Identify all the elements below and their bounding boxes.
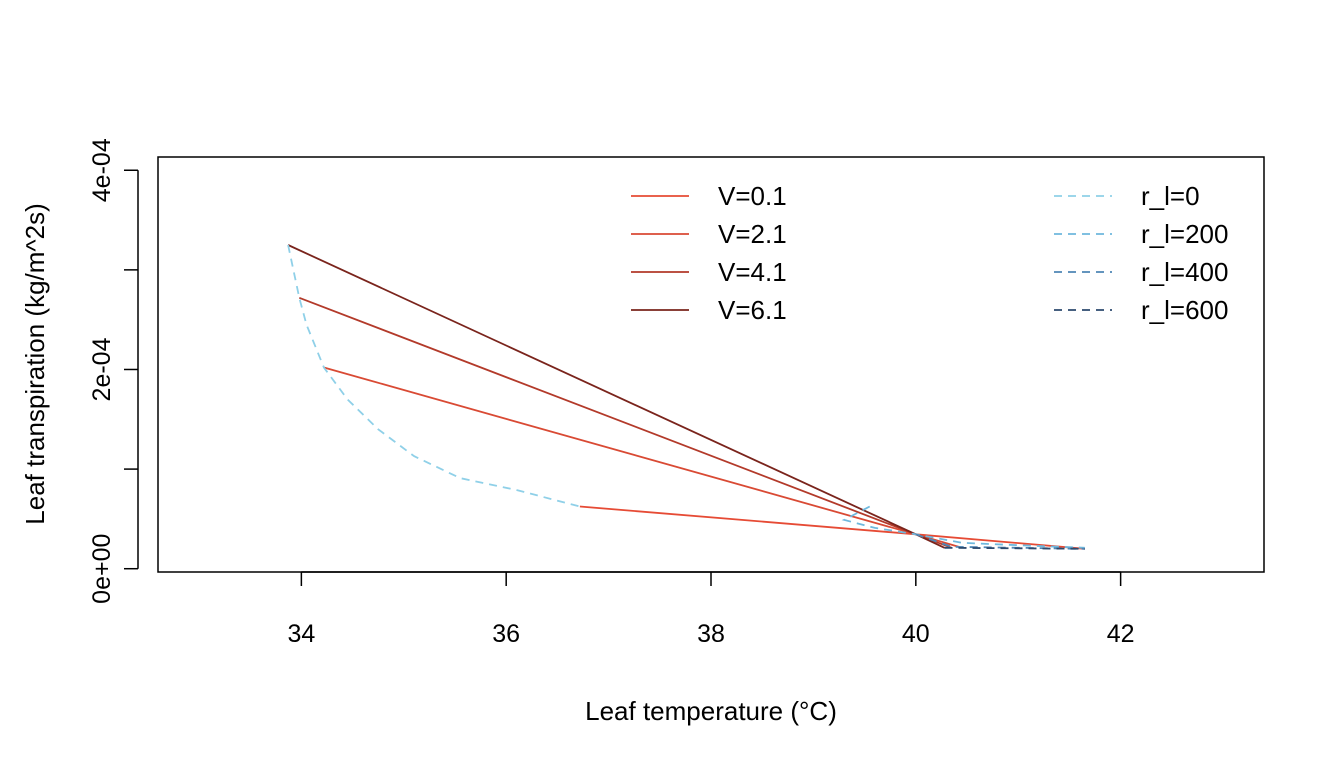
series-line-r-l-400 <box>915 533 1085 550</box>
y-axis: 0e+00 2e-04 4e-04 <box>88 138 139 604</box>
plot-frame <box>157 156 1265 573</box>
y-tick-label: 4e-04 <box>88 138 116 202</box>
series-line-r-l-0 <box>287 244 581 508</box>
legend-label: V=4.1 <box>718 257 787 287</box>
series-line-v-2-1 <box>323 366 963 549</box>
x-tick-label: 42 <box>1107 620 1135 648</box>
legend-label: V=6.1 <box>718 295 787 325</box>
legend-label: V=0.1 <box>718 181 787 211</box>
series-line-v-6-1 <box>287 244 945 549</box>
series-line-r-l-600 <box>944 546 1085 550</box>
y-tick-label: 2e-04 <box>88 337 116 401</box>
legend-label: r_l=200 <box>1141 219 1228 249</box>
x-tick-label: 38 <box>697 620 725 648</box>
legend-label: r_l=400 <box>1141 257 1228 287</box>
x-tick-label: 40 <box>902 620 930 648</box>
series-line-v-0-1 <box>579 505 1085 550</box>
legend-label: V=2.1 <box>718 219 787 249</box>
y-axis-title: Leaf transpiration (kg/m^2s) <box>20 203 50 524</box>
y-tick-label: 0e+00 <box>88 534 116 604</box>
x-axis-title: Leaf temperature (°C) <box>585 696 837 726</box>
series-layer <box>287 244 1085 550</box>
legend-label: r_l=0 <box>1141 181 1200 211</box>
x-tick-label: 34 <box>287 620 315 648</box>
legend-label: r_l=600 <box>1141 295 1228 325</box>
x-tick-label: 36 <box>492 620 520 648</box>
x-axis: 34 36 38 40 42 <box>287 571 1135 648</box>
series-line-r-l-200 <box>841 505 1085 549</box>
legend: V=0.1 V=2.1 V=4.1 V=6.1 r_l=0 r_l=200 r_l=400r… <box>631 181 1228 325</box>
